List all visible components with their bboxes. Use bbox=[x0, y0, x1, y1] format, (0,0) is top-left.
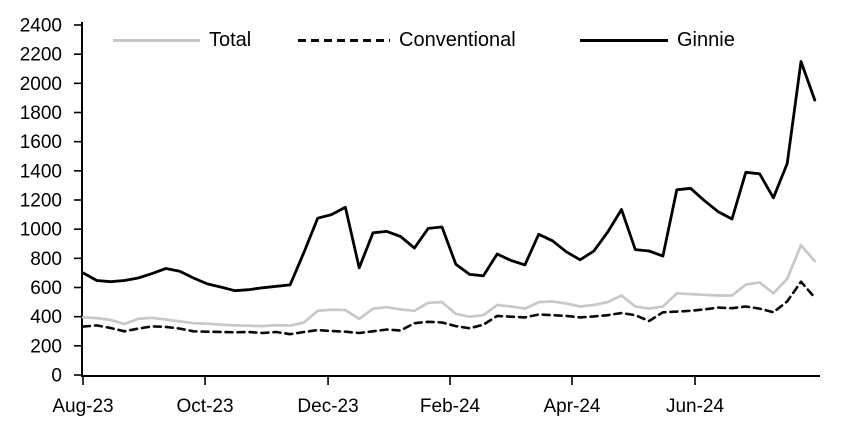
legend-item-conventional: Conventional bbox=[298, 27, 516, 53]
y-axis-label: 1000 bbox=[20, 220, 62, 241]
total-line-swatch-icon bbox=[113, 38, 200, 42]
y-axis-label: 1600 bbox=[20, 132, 62, 153]
x-axis-label: Aug-23 bbox=[52, 396, 113, 417]
y-axis-label: 2200 bbox=[20, 45, 62, 66]
x-axis-label: Apr-24 bbox=[543, 396, 600, 417]
x-axis-label: Feb-24 bbox=[420, 396, 481, 417]
legend-label-conventional: Conventional bbox=[399, 28, 516, 51]
y-axis-label: 1800 bbox=[20, 103, 62, 124]
series-line-total bbox=[81, 243, 817, 328]
y-axis-label: 1400 bbox=[20, 161, 62, 182]
legend-item-total: Total bbox=[113, 27, 251, 53]
ginnie-line-swatch-icon bbox=[580, 38, 668, 42]
y-axis-label: 600 bbox=[30, 278, 62, 299]
y-axis-label: 0 bbox=[51, 366, 62, 387]
y-axis-label: 1200 bbox=[20, 191, 62, 212]
chart-legend: Total Conventional Ginnie bbox=[0, 27, 852, 53]
legend-item-ginnie: Ginnie bbox=[580, 27, 735, 53]
conventional-dashed-line-swatch-icon bbox=[298, 38, 390, 42]
y-axis-label: 800 bbox=[30, 249, 62, 270]
legend-label-total: Total bbox=[209, 28, 252, 51]
y-axis-label: 2400 bbox=[20, 16, 62, 37]
y-axis-label: 200 bbox=[30, 336, 62, 357]
y-axis-label: 400 bbox=[30, 307, 62, 328]
series-line-ginnie bbox=[81, 60, 817, 293]
y-axis-label: 2000 bbox=[20, 74, 62, 95]
x-axis-label: Oct-23 bbox=[177, 396, 234, 417]
x-axis-label: Dec-23 bbox=[297, 396, 358, 417]
x-axis-label: Jun-24 bbox=[666, 396, 725, 417]
legend-label-ginnie: Ginnie bbox=[677, 28, 735, 51]
series-line-conventional bbox=[81, 280, 817, 336]
